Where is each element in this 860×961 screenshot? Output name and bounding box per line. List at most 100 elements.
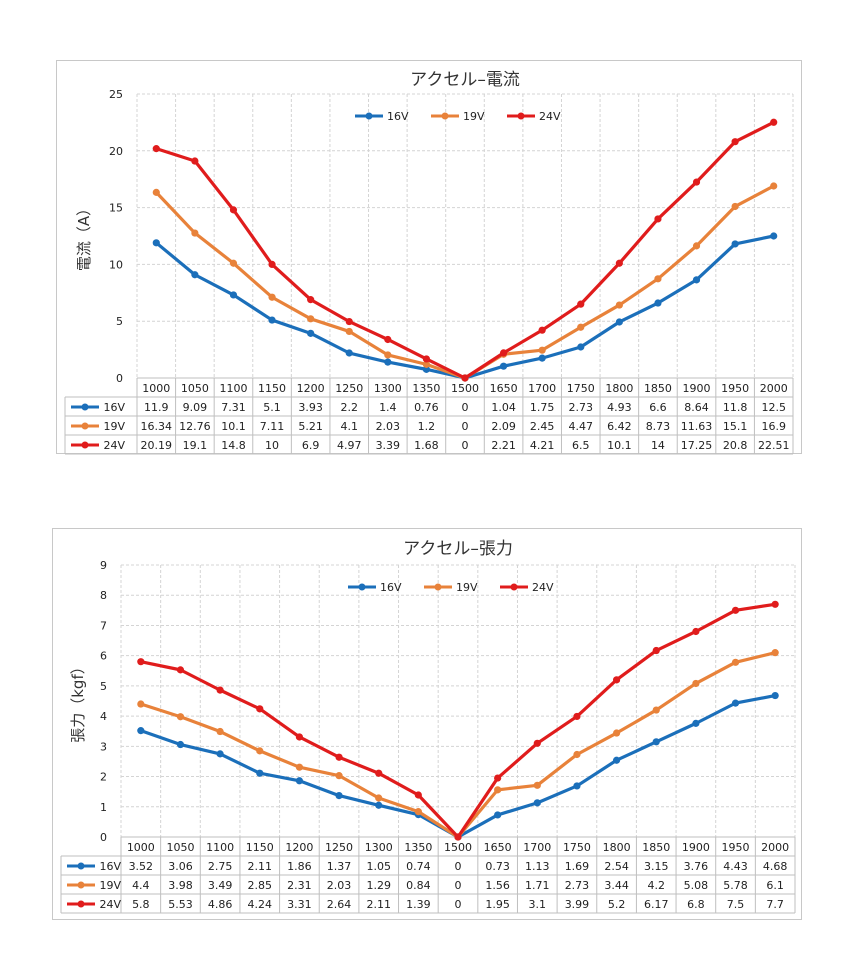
data-point-24V <box>295 733 304 741</box>
table-cell-value: 7.11 <box>260 420 285 433</box>
legend-key-marker <box>441 112 449 120</box>
table-cell-value: 19.1 <box>183 439 208 452</box>
table-cell-value: 1.04 <box>491 401 516 414</box>
x-tick-label: 1650 <box>484 841 512 854</box>
table-cell-value: 2.31 <box>287 879 312 892</box>
y-tick-label: 4 <box>100 710 107 723</box>
table-cell-value: 6.8 <box>687 898 705 911</box>
table-cell-value: 2.85 <box>248 879 273 892</box>
table-cell-value: 3.93 <box>298 401 323 414</box>
table-cell-value: 2.09 <box>491 420 516 433</box>
data-point-24V <box>538 326 546 334</box>
data-point-19V <box>345 327 353 336</box>
legend-label: 19V <box>463 110 485 123</box>
data-point-19V <box>731 658 740 666</box>
table-cell-value: 2.21 <box>491 439 516 452</box>
data-point-24V <box>461 374 469 382</box>
table-cell-value: 0.74 <box>406 860 431 873</box>
data-point-19V <box>216 727 224 736</box>
data-point-19V <box>654 275 662 283</box>
table-cell-value: 4.21 <box>530 439 555 452</box>
data-point-19V <box>295 763 304 771</box>
table-cell-value: 8.64 <box>684 401 709 414</box>
data-point-16V <box>731 699 740 707</box>
data-point-24V <box>375 769 383 777</box>
chart-title: アクセル–張力 <box>403 539 513 559</box>
chart-tension-svg: アクセル–張力 0 1 2 3 4 5 6 7 8 9 1000 1050 1100 1150 1200 125… <box>60 539 796 914</box>
table-cell-value: 3.06 <box>168 860 193 873</box>
table-cell-value: 0.76 <box>414 401 439 414</box>
table-cell-value: 1.68 <box>414 439 439 452</box>
x-tick-label: 1900 <box>682 841 710 854</box>
table-series-key-marker <box>81 422 89 430</box>
data-point-16V <box>499 362 508 370</box>
x-tick-label: 1850 <box>642 841 670 854</box>
data-point-16V <box>577 343 585 351</box>
y-tick-label: 5 <box>100 680 107 693</box>
data-point-16V <box>137 727 145 735</box>
table-cell-value: 10.1 <box>607 439 632 452</box>
table-cell-value: 7.31 <box>221 401 246 414</box>
data-point-19V <box>573 750 581 759</box>
data-point-16V <box>770 232 778 240</box>
y-tick-label: 25 <box>109 88 123 101</box>
data-point-16V <box>652 738 660 746</box>
table-cell-value: 5.8 <box>132 898 150 911</box>
data-point-19V <box>770 182 778 190</box>
data-point-19V <box>422 360 431 368</box>
data-point-19V <box>191 229 199 237</box>
table-series-key-marker <box>81 441 89 449</box>
legend-label: 16V <box>387 110 409 123</box>
data-point-24V <box>577 300 585 308</box>
data-point-24V <box>454 833 462 841</box>
table-cell-value: 3.98 <box>168 879 193 892</box>
table-cell-value: 0 <box>455 898 462 911</box>
x-tick-label: 1750 <box>563 841 591 854</box>
table-cell-value: 4.43 <box>723 860 748 873</box>
table-cell-value: 1.56 <box>485 879 510 892</box>
data-point-16V <box>533 799 541 807</box>
data-point-24V <box>422 355 431 363</box>
data-point-16V <box>176 740 185 749</box>
table-cell-value: 11.63 <box>681 420 713 433</box>
data-point-24V <box>176 666 185 674</box>
table-cell-value: 5.53 <box>168 898 193 911</box>
x-tick-label: 1500 <box>451 382 479 395</box>
table-cell-value: 5.2 <box>608 898 626 911</box>
x-tick-label: 1750 <box>567 382 595 395</box>
table-cell-value: 20.19 <box>141 439 173 452</box>
x-tick-label: 1100 <box>206 841 234 854</box>
table-cell-value: 2.73 <box>569 401 594 414</box>
table-cell-value: 2.03 <box>376 420 401 433</box>
x-tick-label: 1000 <box>127 841 155 854</box>
table-cell-value: 2.73 <box>565 879 590 892</box>
legend-key-marker <box>517 112 525 120</box>
x-tick-label: 1950 <box>721 382 749 395</box>
x-tick-label: 1500 <box>444 841 472 854</box>
data-point-24V <box>307 296 315 304</box>
table-cell-value: 1.95 <box>485 898 510 911</box>
table-cell-value: 0 <box>462 439 469 452</box>
data-point-16V <box>256 769 264 777</box>
data-point-19V <box>692 679 700 688</box>
data-point-24V <box>533 739 541 747</box>
x-tick-label: 1350 <box>412 382 440 395</box>
table-cell-value: 0 <box>462 420 469 433</box>
table-cell-value: 3.39 <box>376 439 401 452</box>
table-cell-value: 2.03 <box>327 879 352 892</box>
legend-label: 16V <box>380 581 402 594</box>
table-cell-value: 1.71 <box>525 879 550 892</box>
data-point-24V <box>335 753 343 761</box>
x-tick-label: 1100 <box>219 382 247 395</box>
table-cell-value: 3.1 <box>529 898 547 911</box>
data-point-24V <box>770 118 778 126</box>
x-tick-label: 1800 <box>605 382 633 395</box>
legend-key-marker <box>510 583 518 591</box>
table-cell-value: 3.49 <box>208 879 233 892</box>
table-cell-value: 4.86 <box>208 898 233 911</box>
data-point-24V <box>229 206 238 214</box>
table-series-key-marker <box>77 881 85 889</box>
data-point-16V <box>229 291 238 299</box>
data-point-19V <box>152 188 160 196</box>
y-tick-label: 7 <box>100 619 107 632</box>
